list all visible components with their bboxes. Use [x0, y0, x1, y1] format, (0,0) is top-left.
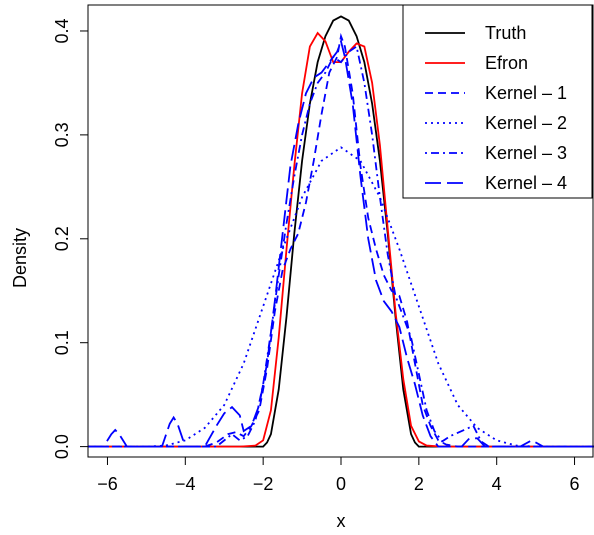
- y-tick-label: 0.4: [52, 18, 72, 43]
- legend-label-5: Kernel – 3: [485, 143, 567, 163]
- legend-label-1: Truth: [485, 23, 526, 43]
- x-tick-label: 0: [336, 474, 346, 494]
- y-axis-label: Density: [10, 228, 30, 288]
- legend-box: [402, 4, 593, 199]
- legend-label-6: Kernel – 4: [485, 173, 567, 193]
- x-tick-label: 6: [570, 474, 580, 494]
- series-line-1: [88, 15, 594, 448]
- y-tick-label: 0.2: [52, 226, 72, 251]
- series-line-4: [88, 146, 594, 448]
- series-line-6: [88, 38, 594, 448]
- x-tick-label: 2: [414, 474, 424, 494]
- legend-label-4: Kernel – 2: [485, 113, 567, 133]
- series-line-3: [88, 32, 594, 448]
- x-tick-label: −4: [175, 474, 196, 494]
- legend-label-2: Efron: [485, 53, 528, 73]
- y-tick-label: 0.0: [52, 434, 72, 459]
- y-tick-label: 0.3: [52, 122, 72, 147]
- y-tick-label: 0.1: [52, 330, 72, 355]
- x-tick-label: −6: [97, 474, 118, 494]
- axes: −6 −4 −2 0 2 4 6 0.0 0.1 0.2 0.3 0.4: [52, 4, 594, 494]
- plot-area: [88, 15, 594, 448]
- series-line-5: [88, 45, 594, 448]
- legend-label-3: Kernel – 1: [485, 83, 567, 103]
- x-axis-label: x: [337, 511, 346, 531]
- x-tick-label: −2: [253, 474, 274, 494]
- legend: Truth Efron Kernel – 1 Kernel – 2 Kernel – 3…: [402, 4, 593, 199]
- x-tick-label: 4: [492, 474, 502, 494]
